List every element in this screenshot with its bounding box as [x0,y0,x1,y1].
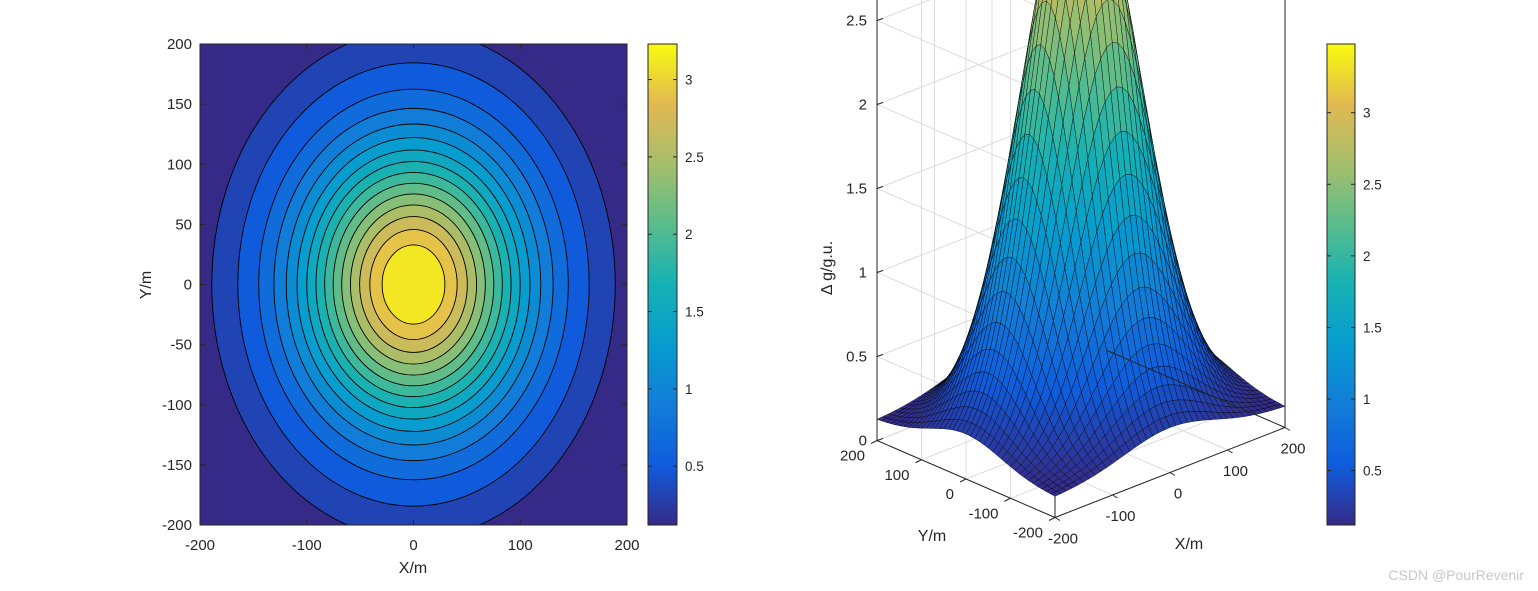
y-tick-mark [1048,517,1056,521]
surface-face [1049,490,1062,497]
contour-colorbar: 3 2.5 2 1.5 1 0.5 [647,43,704,526]
contour-band [381,244,446,325]
surface-x-ticks: -200 -100 0 100 200 [1048,427,1306,548]
z-tick-mark [876,186,884,189]
x-tick-label: -200 [1048,531,1078,548]
y-tick-label: 100 [167,156,192,173]
contour-ylabel: Y/m [138,271,155,299]
y-tick-mark [870,440,878,444]
y-tick-label: 150 [167,96,192,113]
x-tick-label: -100 [1105,508,1135,525]
colorbar-gradient [1326,43,1356,526]
colorbar-tick-label: 0.5 [1363,464,1382,479]
colorbar-tick-label: 2 [685,227,693,242]
y-tick-label: 200 [167,36,192,53]
z-tick-label: 0.5 [846,349,867,366]
y-tick-label: -200 [162,517,192,534]
y-tick-label: -100 [162,397,192,414]
colorbar-tick-label: 2.5 [1363,177,1382,192]
watermark: CSDN @PourRevenir [1388,567,1524,583]
z-tick-mark [876,438,884,441]
colorbar-tick-label: 2 [1363,249,1371,264]
z-tick-label: 2 [859,97,867,114]
y-tick-label: 50 [175,216,192,233]
y-tick-mark [959,478,967,483]
x-tick-label: -100 [292,537,322,554]
z-tick-label: 2.5 [846,13,867,30]
x-tick-mark [1112,494,1118,499]
x-tick-label: -200 [185,537,215,554]
surface-mesh [876,0,1286,497]
colorbar-tick-label: 3 [1363,106,1371,121]
z-tick-mark [876,18,884,21]
y-tick-label: 100 [884,467,909,484]
surface-xlabel: X/m [1175,536,1203,553]
y-tick-label: 0 [946,486,954,503]
y-tick-label: -100 [968,505,998,522]
z-tick-label: 1.5 [846,181,867,198]
contour-x-ticks: -200 -100 0 100 200 [185,44,640,554]
surface-ylabel: Y/m [918,528,946,545]
y-tick-label: -50 [170,337,192,354]
x-tick-mark [1169,472,1176,476]
surface-colorbar: 3 2.5 2 1.5 1 0.5 [1326,43,1382,526]
colorbar-tick-label: 3 [685,73,693,88]
x-tick-label: 200 [1280,441,1305,458]
colorbar-tick-label: 0.5 [685,459,704,474]
x-tick-label: 0 [409,537,417,554]
x-tick-label: 100 [508,537,533,554]
surface-z-ticks: 3.532.521.510.50 [846,13,884,450]
y-tick-label: -200 [1013,525,1043,542]
colorbar-tick-label: 1 [1363,392,1371,407]
colorbar-tick-label: 2.5 [685,150,704,165]
colorbar-tick-label: 1.5 [1363,320,1382,335]
colorbar-ticks: 3 2.5 2 1.5 1 0.5 [1327,106,1382,479]
y-tick-label: 200 [840,448,865,465]
z-tick-mark [876,102,884,105]
surface-zlabel: Δ g/g.u. [819,241,836,295]
box-edge [1106,350,1286,428]
contour-fills [200,44,627,525]
colorbar-tick-label: 1 [685,382,693,397]
x-tick-mark [1227,449,1233,454]
colorbar-ticks: 3 2.5 2 1.5 1 0.5 [648,73,704,474]
x-tick-label: 200 [614,537,639,554]
x-tick-label: 100 [1223,463,1248,480]
colorbar-gradient [647,43,678,526]
y-tick-label: -150 [162,457,192,474]
contour-y-ticks: 200 150 100 50 0 -50 -100 -150 -200 [162,36,627,534]
y-tick-mark [1004,497,1011,502]
y-tick-mark [915,459,922,464]
surface-y-ticks: -200 -100 0 100 200 [840,440,1056,542]
colorbar-tick-label: 1.5 [685,305,704,320]
y-tick-label: 0 [184,277,192,294]
z-tick-mark [876,270,884,273]
z-tick-label: 0 [859,433,867,450]
x-tick-mark [1054,517,1061,521]
x-tick-mark [1284,427,1291,431]
z-tick-mark [876,354,884,357]
x-tick-label: 0 [1174,486,1182,503]
contour-xlabel: X/m [399,560,427,577]
z-tick-label: 1 [859,265,867,282]
contour-plot: -200 -100 0 100 200 200150100500-50-100-150-… [138,36,640,577]
